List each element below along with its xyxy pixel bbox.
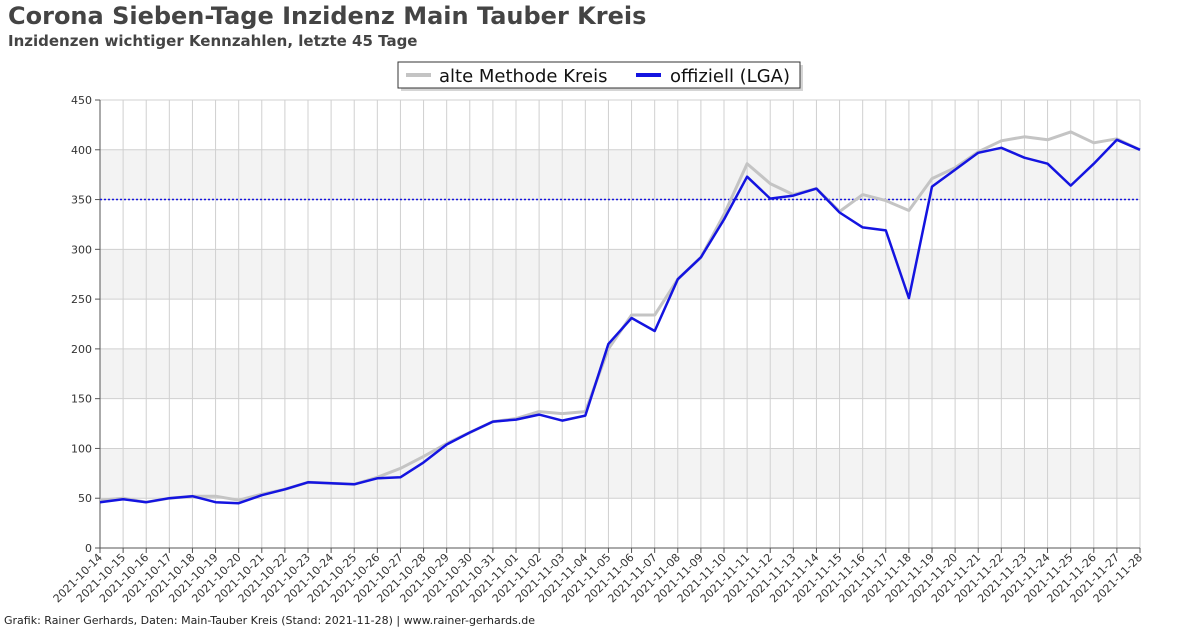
band (100, 149, 1140, 200)
chart-title: Corona Sieben-Tage Inzidenz Main Tauber … (8, 2, 647, 30)
legend-label-official: offiziell (LGA) (670, 66, 790, 87)
y-axis-ticks: 0 50 100 150 200 250 300 350 400 450 (71, 94, 100, 555)
y-tick-label: 0 (85, 542, 92, 555)
legend-label-old-method: alte Methode Kreis (439, 66, 607, 87)
chart-legend: alte Methode Kreis offiziell (LGA) (397, 61, 803, 91)
band (100, 249, 1140, 300)
data-series (99, 130, 1141, 505)
axes (99, 100, 1140, 549)
y-tick-label: 400 (71, 144, 92, 157)
series-line-official (99, 138, 1141, 505)
y-tick-label: 100 (71, 442, 92, 455)
band (100, 348, 1140, 399)
y-tick-label: 50 (78, 492, 92, 505)
y-tick-label: 150 (71, 393, 92, 406)
chart-subtitle: Inzidenzen wichtiger Kennzahlen, letzte … (8, 32, 418, 50)
y-tick-label: 450 (71, 94, 92, 107)
y-tick-label: 350 (71, 194, 92, 207)
y-tick-label: 200 (71, 343, 92, 356)
y-tick-label: 300 (71, 243, 92, 256)
x-axis-ticks: 2021-10-142021-10-152021-10-162021-10-17… (51, 548, 1145, 605)
background-bands (100, 149, 1140, 499)
band (100, 448, 1140, 499)
footer-credit: Grafik: Rainer Gerhards, Daten: Main-Tau… (4, 614, 536, 627)
y-tick-label: 250 (71, 293, 92, 306)
